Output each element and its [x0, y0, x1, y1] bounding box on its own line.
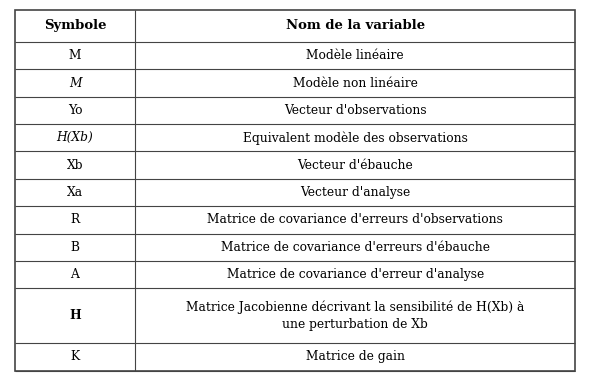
Text: R: R [70, 214, 80, 226]
Text: K: K [70, 350, 80, 363]
Text: Vecteur d'analyse: Vecteur d'analyse [300, 186, 411, 199]
Text: H: H [69, 309, 81, 322]
Text: Nom de la variable: Nom de la variable [286, 19, 425, 32]
Text: Matrice de covariance d'erreurs d'ébauche: Matrice de covariance d'erreurs d'ébauch… [221, 241, 490, 254]
Text: Matrice de covariance d'erreurs d'observations: Matrice de covariance d'erreurs d'observ… [207, 214, 503, 226]
Text: Vecteur d'ébauche: Vecteur d'ébauche [297, 159, 413, 172]
Text: Vecteur d'observations: Vecteur d'observations [284, 104, 427, 117]
Text: Equivalent modèle des observations: Equivalent modèle des observations [243, 131, 468, 144]
Text: Matrice Jacobienne décrivant la sensibilité de H(Xb) à
une perturbation de Xb: Matrice Jacobienne décrivant la sensibil… [186, 301, 525, 331]
Text: H(Xb): H(Xb) [57, 131, 93, 144]
Text: A: A [71, 268, 80, 281]
Text: Yo: Yo [68, 104, 82, 117]
Text: Modèle linéaire: Modèle linéaire [306, 49, 404, 62]
Text: M: M [69, 49, 81, 62]
Text: Symbole: Symbole [44, 19, 106, 32]
Text: M: M [69, 76, 81, 90]
Text: Matrice de covariance d'erreur d'analyse: Matrice de covariance d'erreur d'analyse [227, 268, 484, 281]
Text: B: B [70, 241, 80, 254]
Text: Matrice de gain: Matrice de gain [306, 350, 405, 363]
Text: Modèle non linéaire: Modèle non linéaire [293, 76, 418, 90]
Text: Xa: Xa [67, 186, 83, 199]
Text: Xb: Xb [67, 159, 83, 172]
